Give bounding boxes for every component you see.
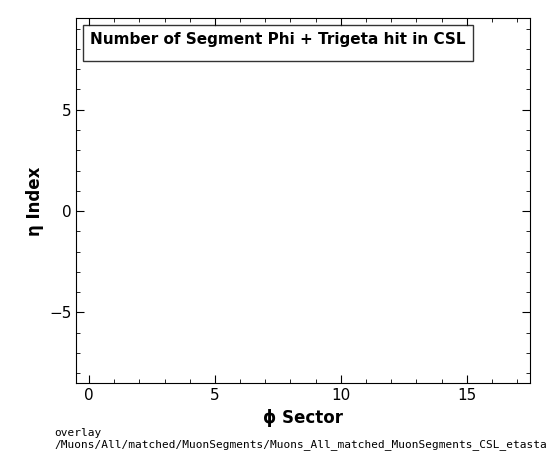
Y-axis label: η Index: η Index — [26, 166, 44, 236]
Text: overlay
/Muons/All/matched/MuonSegments/Muons_All_matched_MuonSegments_CSL_etast: overlay /Muons/All/matched/MuonSegments/… — [55, 428, 546, 450]
Legend:  — [84, 25, 473, 61]
X-axis label: ϕ Sector: ϕ Sector — [263, 409, 343, 427]
